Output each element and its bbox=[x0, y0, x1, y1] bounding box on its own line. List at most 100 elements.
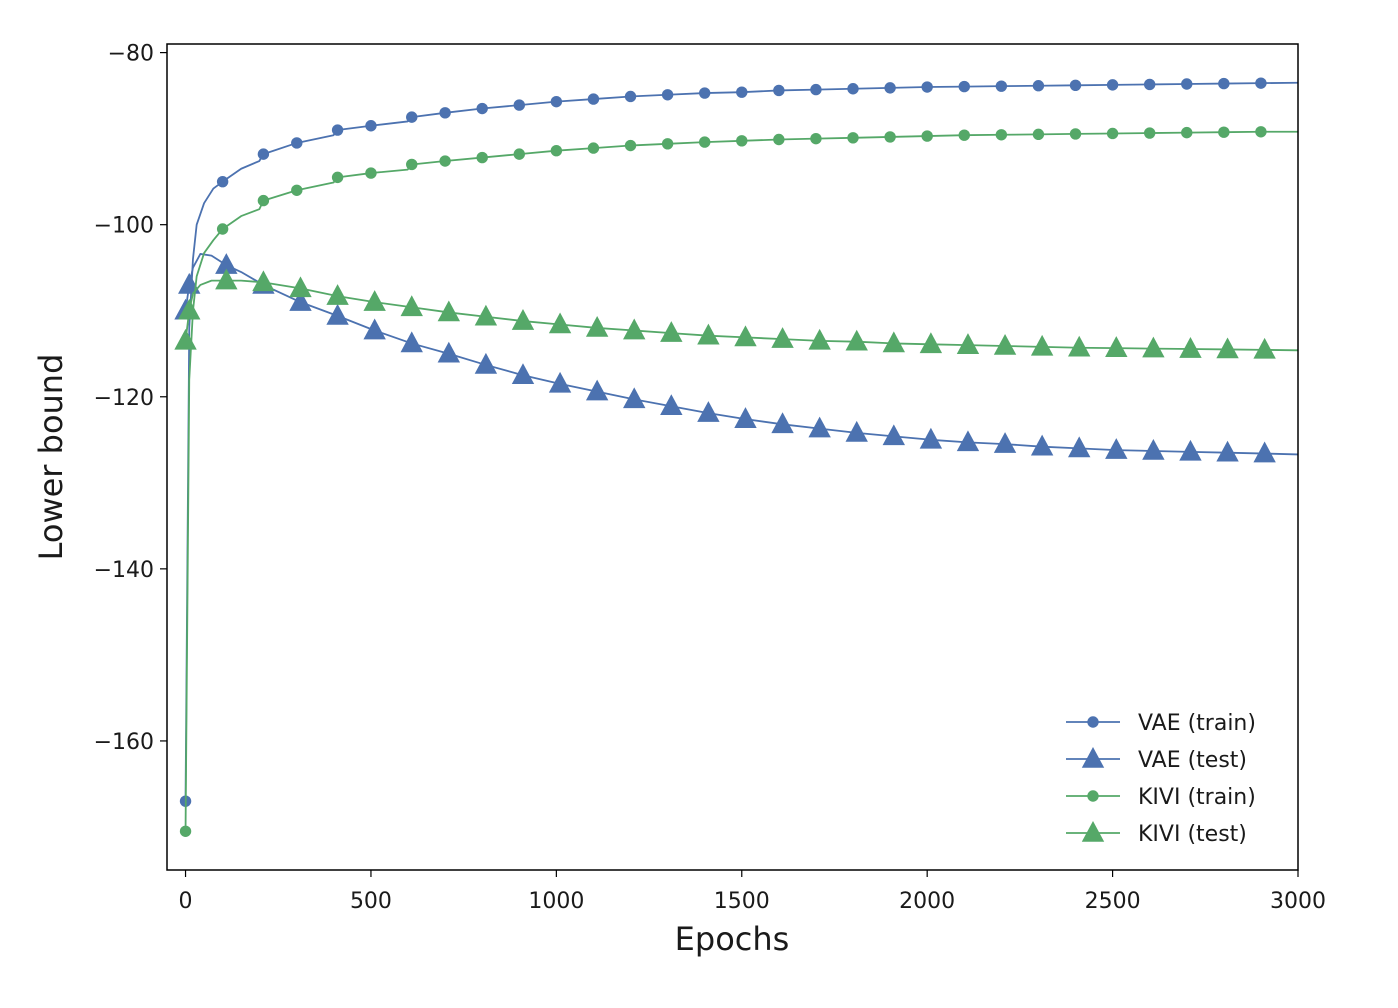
data-point bbox=[845, 329, 868, 351]
legend: VAE (train) VAE (test) KIVI (train) KIVI (t… bbox=[1066, 711, 1256, 847]
data-point bbox=[993, 432, 1017, 453]
data-point bbox=[587, 93, 600, 105]
data-point bbox=[365, 167, 377, 179]
data-point bbox=[1253, 337, 1276, 359]
data-point bbox=[1179, 439, 1202, 461]
data-point bbox=[548, 371, 572, 393]
data-point bbox=[363, 318, 386, 340]
data-point bbox=[697, 401, 720, 422]
legend-item: KIVI (test) bbox=[1066, 821, 1247, 847]
data-point bbox=[476, 102, 488, 115]
data-point bbox=[993, 334, 1017, 355]
legend-item: KIVI (train) bbox=[1066, 785, 1256, 810]
data-point bbox=[1216, 440, 1239, 462]
data-point bbox=[513, 99, 525, 111]
data-point bbox=[1179, 337, 1202, 358]
legend-marker bbox=[1081, 747, 1105, 768]
data-point bbox=[921, 81, 933, 93]
data-point bbox=[884, 82, 896, 94]
series-vae-test bbox=[174, 253, 1299, 463]
plot-frame bbox=[166, 43, 1299, 871]
data-point bbox=[698, 136, 711, 148]
x-tick-label: 2000 bbox=[899, 889, 955, 914]
data-point bbox=[1105, 438, 1128, 459]
data-point bbox=[439, 155, 451, 167]
data-point bbox=[326, 284, 349, 305]
data-point bbox=[773, 133, 785, 146]
data-point bbox=[1030, 434, 1054, 456]
y-tick-label: −80 bbox=[108, 42, 154, 67]
data-point bbox=[736, 135, 748, 147]
data-point bbox=[1181, 126, 1193, 139]
data-point bbox=[174, 328, 197, 350]
data-point bbox=[771, 327, 794, 348]
series-kivi-test bbox=[174, 268, 1299, 359]
data-point bbox=[661, 138, 674, 150]
legend-marker bbox=[1087, 790, 1099, 802]
data-point bbox=[734, 407, 757, 428]
data-point bbox=[956, 430, 980, 452]
data-point bbox=[257, 148, 270, 160]
data-point bbox=[995, 80, 1008, 92]
x-tick-label: 500 bbox=[350, 889, 392, 914]
series-kivi-train bbox=[179, 126, 1298, 837]
data-point bbox=[661, 89, 674, 101]
data-point bbox=[1143, 78, 1156, 91]
data-point bbox=[216, 223, 229, 235]
data-point bbox=[919, 427, 943, 449]
data-point bbox=[1218, 126, 1230, 138]
legend-marker bbox=[1087, 716, 1099, 728]
data-point bbox=[1069, 128, 1082, 140]
data-point bbox=[882, 424, 906, 446]
data-point bbox=[291, 184, 303, 196]
legend-item: VAE (test) bbox=[1066, 747, 1247, 773]
data-point bbox=[1216, 337, 1239, 359]
data-point bbox=[585, 379, 609, 401]
data-point bbox=[587, 142, 600, 154]
data-point bbox=[1143, 127, 1156, 139]
data-point bbox=[808, 416, 831, 438]
data-point bbox=[439, 107, 451, 119]
data-point bbox=[660, 394, 683, 416]
x-axis-title: Epochs bbox=[675, 920, 790, 958]
data-point bbox=[1181, 78, 1193, 90]
data-point bbox=[406, 111, 418, 123]
data-point bbox=[1253, 441, 1276, 463]
data-point bbox=[1142, 438, 1165, 460]
data-point bbox=[734, 325, 757, 347]
data-point bbox=[331, 124, 344, 136]
data-point bbox=[474, 304, 498, 326]
data-point bbox=[1032, 80, 1045, 92]
y-tick-label: −120 bbox=[94, 386, 154, 411]
data-point bbox=[623, 387, 646, 409]
x-tick-label: 1500 bbox=[714, 889, 770, 914]
x-tick-label: 0 bbox=[179, 889, 193, 914]
data-point bbox=[511, 309, 535, 330]
legend-item: VAE (train) bbox=[1066, 711, 1256, 736]
data-point bbox=[956, 333, 980, 354]
data-point bbox=[919, 332, 943, 354]
data-point bbox=[400, 295, 423, 317]
data-point bbox=[437, 341, 461, 363]
data-point bbox=[400, 331, 423, 353]
x-axis: 0 500 1000 1500 2000 2500 3000 bbox=[179, 870, 1326, 914]
data-point bbox=[257, 194, 270, 207]
legend-label: VAE (train) bbox=[1138, 711, 1256, 736]
data-point bbox=[406, 158, 418, 171]
legend-marker bbox=[1081, 821, 1105, 842]
data-point bbox=[847, 132, 859, 144]
data-point bbox=[624, 139, 637, 152]
data-point bbox=[958, 129, 970, 141]
data-point bbox=[331, 171, 344, 184]
legend-label: VAE (test) bbox=[1138, 748, 1247, 773]
data-point bbox=[179, 825, 192, 837]
data-point bbox=[958, 80, 970, 93]
data-point bbox=[698, 87, 711, 99]
data-point bbox=[847, 83, 859, 95]
series-line bbox=[184, 81, 1299, 802]
data-point bbox=[1142, 336, 1165, 358]
series-line bbox=[184, 130, 1298, 832]
data-point bbox=[660, 321, 683, 342]
